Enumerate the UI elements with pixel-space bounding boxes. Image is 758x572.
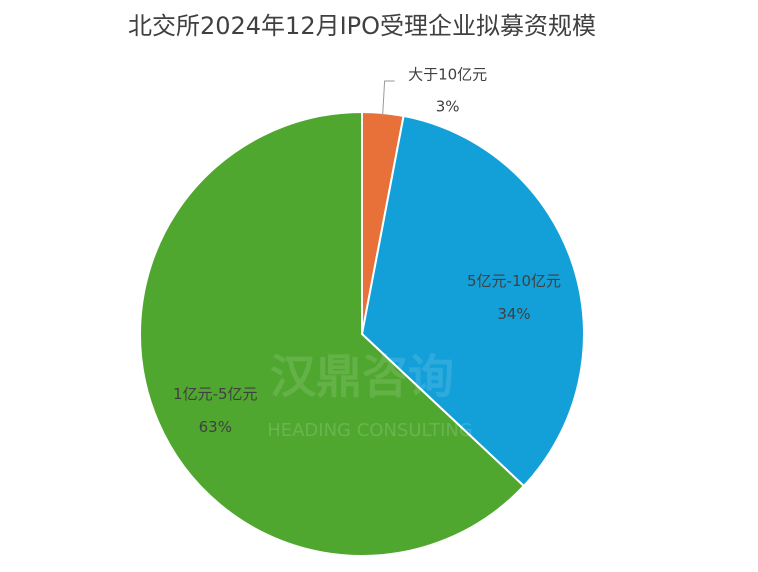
- watermark: 汉鼎咨询: [270, 350, 454, 404]
- slice-label: 1亿元-5亿元: [173, 385, 258, 403]
- slice-label: 5亿元-10亿元: [467, 272, 561, 290]
- slice-label: 大于10亿元: [408, 65, 487, 83]
- leader-line: [382, 80, 395, 117]
- watermark: HEADING CONSULTING: [267, 420, 473, 441]
- pie-slice: [360, 114, 585, 488]
- value-label: 3%: [436, 97, 460, 115]
- pie-slice: [139, 110, 526, 557]
- value-label: 34%: [497, 305, 530, 323]
- chart-title: 北交所2024年12月IPO受理企业拟募资规模: [128, 12, 596, 40]
- value-label: 63%: [199, 418, 232, 436]
